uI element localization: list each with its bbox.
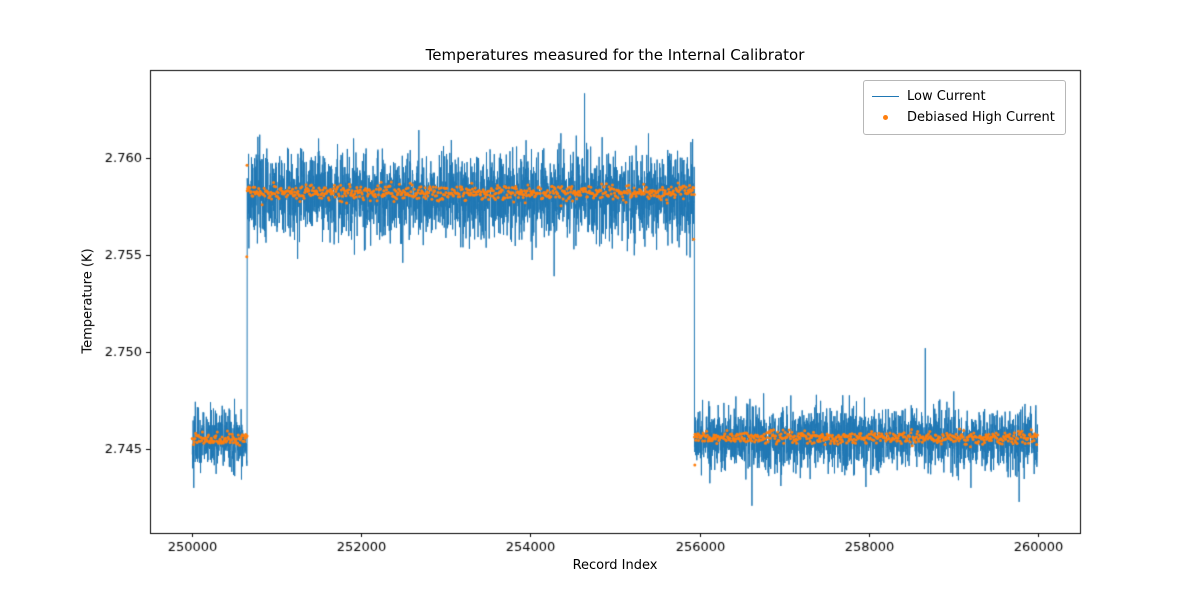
legend-entry-debiased-high-current: Debiased High Current — [872, 107, 1055, 128]
x-axis-label: Record Index — [572, 558, 658, 573]
legend-dot-sample-icon — [872, 115, 899, 120]
legend-entry-low-current: Low Current — [872, 86, 1055, 107]
legend: Low Current Debiased High Current — [863, 80, 1066, 135]
y-axis-label: Temperature (K) — [80, 248, 96, 354]
chart-title: Temperatures measured for the Internal C… — [425, 46, 805, 64]
legend-label: Debiased High Current — [907, 110, 1055, 125]
legend-label: Low Current — [907, 89, 986, 104]
legend-line-sample-icon — [872, 96, 899, 97]
